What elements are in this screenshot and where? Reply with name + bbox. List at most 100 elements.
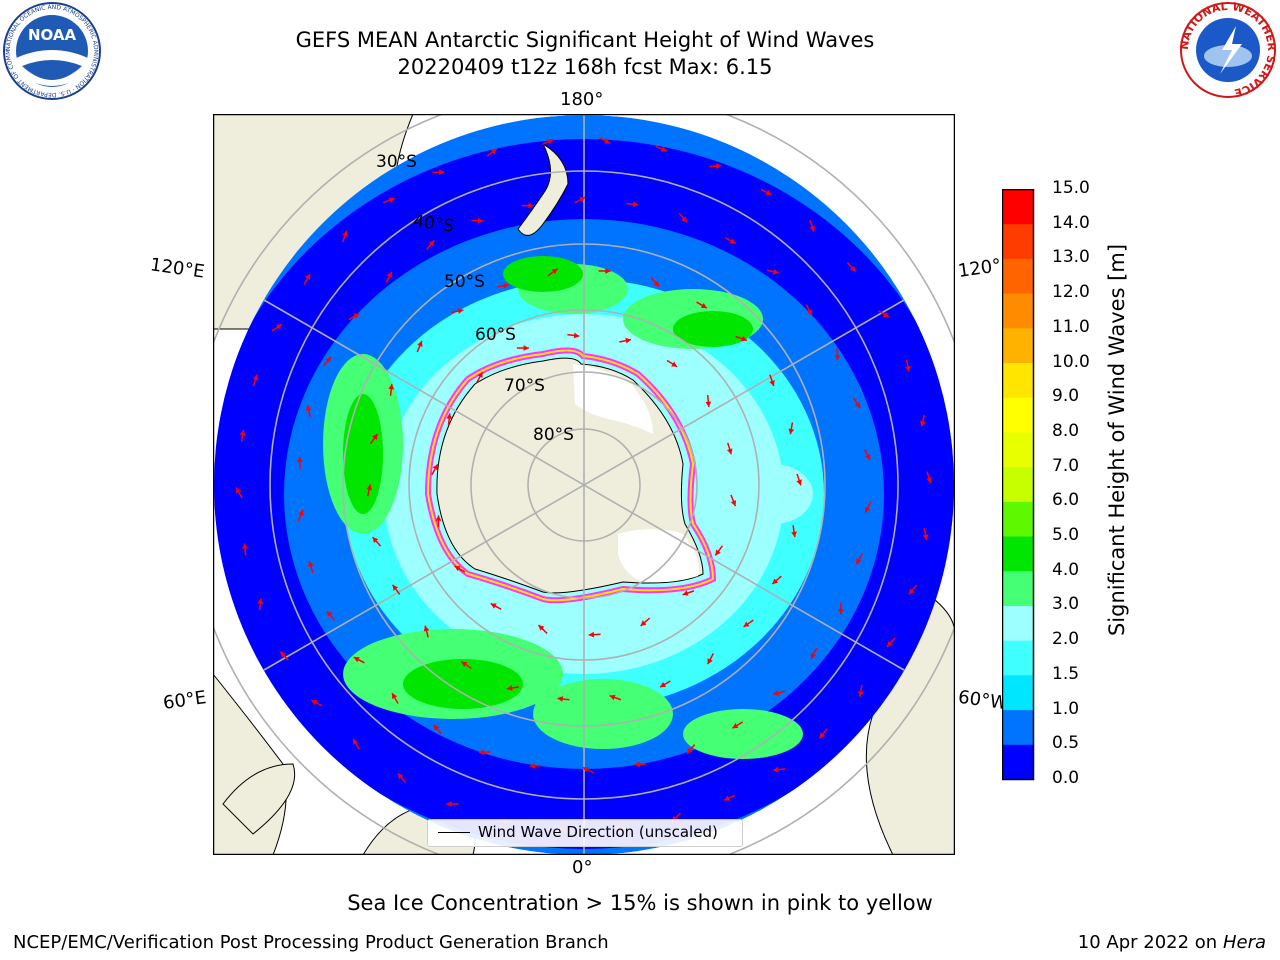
wave-direction-arrowhead (446, 801, 452, 807)
weddell-ice-shelf (618, 529, 699, 583)
polar-map (213, 114, 955, 855)
colorbar-cell (1002, 709, 1034, 745)
wave-direction-arrowhead (477, 217, 484, 224)
wave-direction-arrowhead (671, 361, 678, 367)
wave-direction-arrowhead (605, 268, 611, 274)
wave-direction-arrowhead (765, 189, 772, 195)
wave-direction-arrowhead (604, 138, 611, 144)
wave-direction-arrowhead (353, 657, 360, 663)
wave-direction-arrowhead (882, 312, 889, 318)
colorbar-tick-label: 4.0 (1052, 559, 1080, 580)
wave-height-blob (343, 394, 383, 514)
wave-direction-arrowhead (439, 169, 445, 176)
wave-direction-arrowhead (632, 201, 639, 208)
wave-direction-arrowhead (886, 641, 893, 647)
wave-direction-arrowhead (547, 138, 554, 145)
colorbar-tick-label: 9.0 (1052, 386, 1080, 407)
wave-height-blob (503, 256, 583, 292)
wave-direction-arrowhead (865, 453, 871, 460)
ross-ice-shelf (573, 364, 653, 434)
colorbar-tick-label: 15.0 (1052, 178, 1090, 198)
colorbar-title: Significant Height of Wind Waves [m] (1105, 243, 1129, 637)
wave-direction-arrowhead (634, 761, 640, 768)
sea-ice-note: Sea Ice Concentration > 15% is shown in … (347, 891, 933, 915)
colorbar-cell (1002, 293, 1034, 329)
wave-direction-arrowhead (700, 302, 707, 309)
colorbar-tick-label: 3.0 (1052, 594, 1080, 615)
new-zealand-land (517, 142, 569, 236)
wave-direction-arrowhead (588, 631, 595, 638)
wave-direction-arrowhead (653, 280, 660, 287)
colorbar-cell (1002, 536, 1034, 572)
wave-direction-arrowhead (743, 621, 750, 627)
colorbar-cell (1002, 605, 1034, 641)
wave-direction-arrowhead (398, 773, 404, 780)
wave-direction-arrowhead (252, 374, 259, 381)
wave-direction-arrowhead (772, 578, 779, 585)
colorbar-cell (1002, 570, 1034, 606)
lat-label-30s: 30°S (376, 152, 417, 172)
wave-direction-arrowhead (806, 309, 812, 316)
wave-direction-arrowhead (810, 652, 817, 659)
wave-direction-arrowhead (502, 282, 509, 289)
footer-date: 10 Apr 2022 on Hera (1077, 932, 1266, 953)
wave-direction-arrowhead (305, 405, 312, 411)
wave-height-blob (683, 709, 803, 759)
lon-label-120e: 120°E (148, 254, 206, 283)
colorbar-cell (1002, 640, 1034, 676)
wave-direction-arrowhead (353, 313, 360, 319)
colorbar-cell (1002, 744, 1034, 780)
wave-direction-arrowhead (242, 543, 248, 549)
wave-direction-arrowhead (326, 611, 333, 617)
wave-direction-arrowhead (557, 696, 564, 702)
wave-direction-arrowhead (490, 603, 497, 609)
footer-credit: NCEP/EMC/Verification Post Processing Pr… (13, 932, 609, 953)
colorbar-cell (1002, 258, 1034, 294)
wave-direction-arrowhead (791, 531, 797, 538)
colorbar-tick-label: 10.0 (1052, 351, 1090, 372)
wave-direction-arrowhead (732, 723, 739, 729)
wave-direction-arrowhead (298, 509, 304, 516)
wave-direction-arrowhead (796, 479, 802, 486)
wave-direction-arrowhead (529, 763, 536, 769)
wave-direction-arrowhead (660, 146, 667, 152)
wave-direction-arrowhead (477, 371, 483, 378)
lon-label-60e: 60°E (161, 687, 208, 714)
chart-title: GEFS MEAN Antarctic Significant Height o… (295, 28, 875, 52)
nws-logo: NATIONAL WEATHER SERVICE (1178, 0, 1278, 99)
wave-direction-arrowhead (523, 345, 529, 351)
wave-direction-arrowhead (856, 558, 862, 565)
wave-direction-arrowhead (769, 380, 775, 387)
wave-direction-arrowhead (392, 693, 398, 700)
colorbar-cell (1002, 466, 1034, 502)
wave-direction-arrowhead (773, 766, 779, 773)
wave-height-blob (533, 679, 673, 749)
wave-direction-arrowhead (308, 561, 314, 568)
wave-direction-arrowhead (715, 549, 721, 556)
wave-direction-arrowhead (809, 225, 815, 232)
wave-direction-arrowhead (386, 271, 392, 278)
colorbar-cell (1002, 431, 1034, 468)
wave-direction-arrowhead (353, 738, 359, 745)
map-legend: Wind Wave Direction (unscaled) (427, 819, 743, 847)
colorbar-tick-label: 11.0 (1052, 316, 1090, 337)
wave-direction-arrowhead (857, 690, 864, 697)
wave-direction-arrowhead (788, 428, 795, 435)
lon-label-180: 180° (560, 89, 604, 110)
wave-direction-arrowhead (625, 337, 632, 344)
wave-direction-arrowhead (388, 197, 395, 203)
wave-direction-arrowhead (257, 598, 264, 604)
svg-text:NOAA: NOAA (28, 26, 77, 44)
colorbar-tick-label: 0.5 (1052, 733, 1080, 754)
wave-direction-arrowhead (582, 767, 589, 773)
wave-direction-arrowhead (454, 566, 461, 572)
wave-direction-arrowhead (433, 724, 440, 731)
wave-direction-arrowhead (849, 265, 856, 272)
lon-label-120w: 120° (956, 255, 1003, 282)
wave-direction-arrowhead (715, 163, 722, 169)
colorbar-cell (1002, 223, 1034, 259)
colorbar-cell (1002, 501, 1034, 537)
wave-direction-arrowhead (773, 690, 780, 696)
sea-ice-edge-yellow (426, 349, 715, 602)
colorbar-tick-label: 14.0 (1052, 212, 1090, 233)
